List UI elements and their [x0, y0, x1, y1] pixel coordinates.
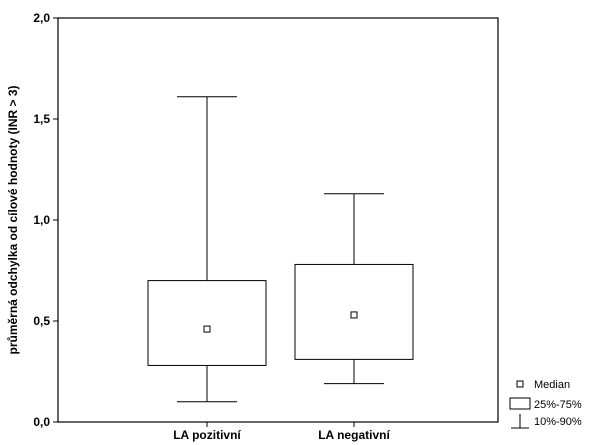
y-tick-label: 0,5 [33, 314, 50, 328]
x-tick-label: LA negativní [318, 428, 390, 442]
legend-label-median: Median [534, 379, 570, 391]
y-tick-label: 1,5 [33, 112, 50, 126]
median-marker [203, 325, 211, 333]
legend-box [509, 397, 531, 410]
legend: Median 25%-75% 10%-90% [509, 379, 582, 429]
legend-label-box: 25%-75% [534, 399, 582, 411]
box-group [294, 193, 414, 385]
y-axis-title: průměrná odchylka od cílové hodnoty (INR… [6, 85, 20, 354]
box-series [147, 96, 414, 403]
legend-median-marker [516, 380, 524, 388]
legend-label-whisker: 10%-90% [534, 416, 582, 428]
x-axis: LA pozitivní LA negativní [173, 422, 390, 442]
y-tick-label: 0,0 [33, 415, 50, 429]
median-marker [350, 311, 358, 319]
x-tick-label: LA pozitivní [173, 428, 241, 442]
y-axis: 0,0 0,5 1,0 1,5 2,0 [33, 11, 58, 429]
y-tick-label: 1,0 [33, 213, 50, 227]
y-tick-label: 2,0 [33, 11, 50, 25]
iqr-box [147, 280, 267, 366]
box-group [147, 96, 267, 403]
plot-frame [57, 17, 499, 423]
